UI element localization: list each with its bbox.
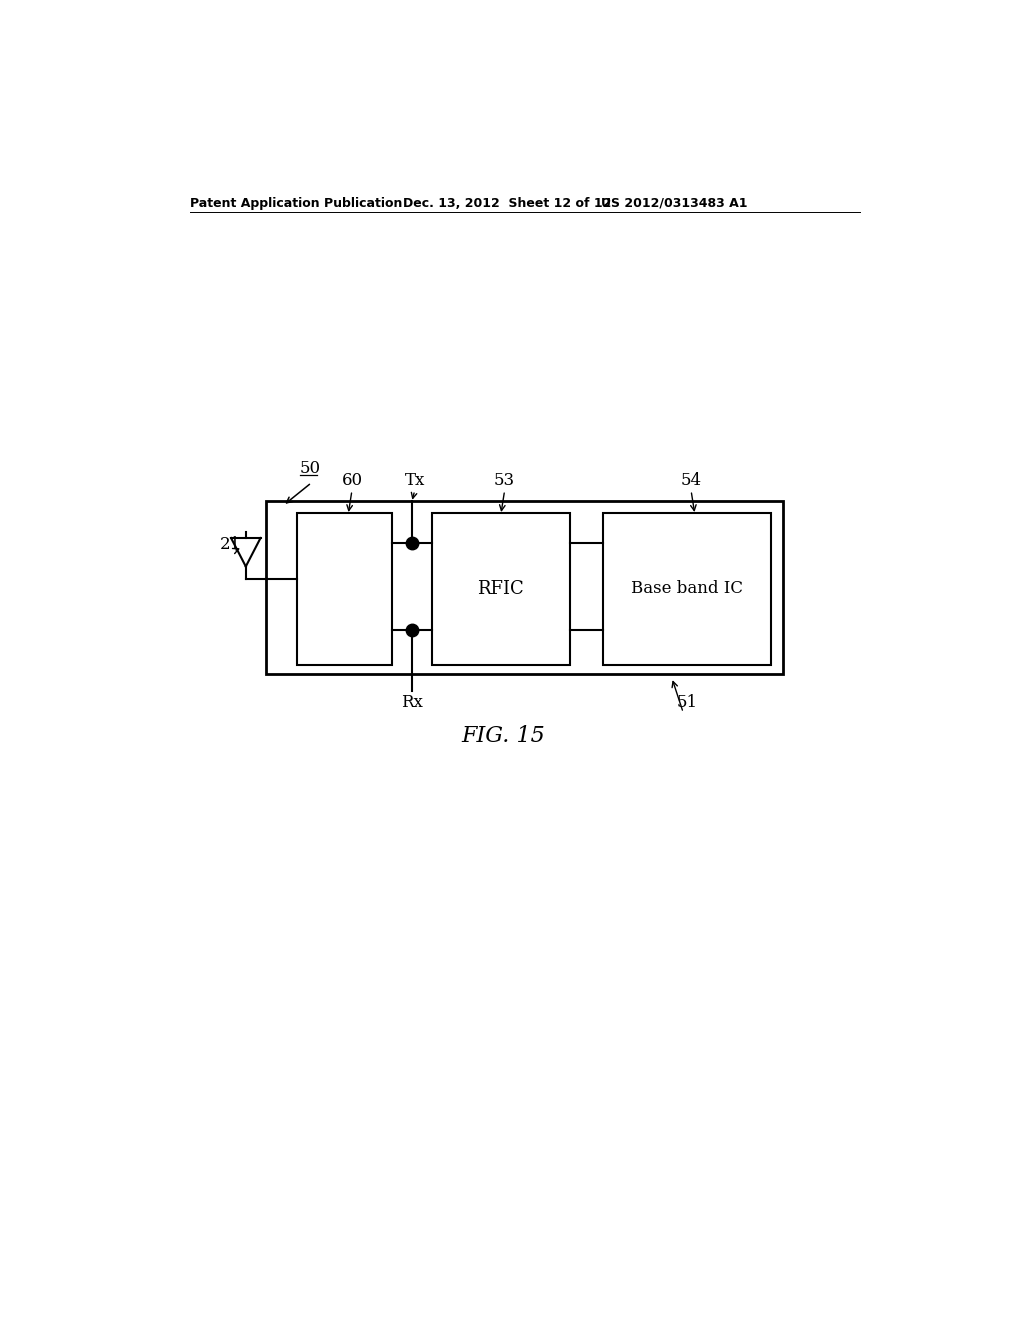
Text: 53: 53 — [495, 471, 515, 488]
Text: RFIC: RFIC — [477, 579, 524, 598]
Text: Patent Application Publication: Patent Application Publication — [190, 197, 402, 210]
Text: Dec. 13, 2012  Sheet 12 of 12: Dec. 13, 2012 Sheet 12 of 12 — [403, 197, 611, 210]
Bar — [297, 512, 391, 665]
Text: 50: 50 — [300, 461, 322, 478]
Bar — [432, 512, 569, 665]
Text: US 2012/0313483 A1: US 2012/0313483 A1 — [601, 197, 748, 210]
Text: Base band IC: Base band IC — [631, 581, 743, 598]
Text: Tx: Tx — [404, 471, 425, 488]
Text: 21: 21 — [219, 536, 241, 553]
Text: FIG. 15: FIG. 15 — [461, 725, 545, 747]
Bar — [603, 512, 771, 665]
Text: 51: 51 — [677, 693, 697, 710]
Bar — [266, 502, 783, 675]
Text: 60: 60 — [341, 471, 362, 488]
Text: 54: 54 — [681, 471, 701, 488]
Text: Rx: Rx — [400, 693, 423, 710]
